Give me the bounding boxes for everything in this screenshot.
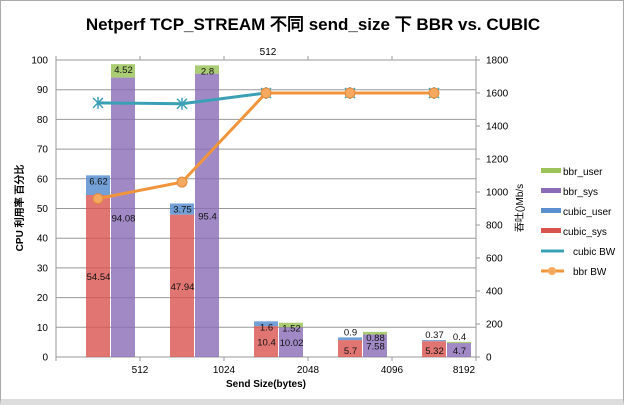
bar-bbr_user: [363, 331, 387, 335]
y-tick-label: 90: [37, 85, 49, 96]
y-axis-label: CPU 利用率 百分比: [13, 165, 26, 252]
bar-cubic_sys: [338, 340, 362, 357]
y-tick-label: 0: [42, 353, 48, 364]
x-tick-label: 4096: [381, 365, 404, 376]
marker-cubic-bw: [92, 96, 104, 109]
legend-swatch: [541, 188, 561, 193]
bar-bbr_sys: [111, 77, 135, 357]
top-axis-label: 512: [260, 47, 277, 58]
data-label-bbr_user: 1.52: [282, 324, 301, 335]
y2-axis-label: 吞吐()Mb/s: [514, 184, 526, 232]
marker-bbr-bw: [92, 193, 104, 205]
bar-bbr_user: [195, 65, 219, 74]
data-label-bbr_user: 4.52: [114, 65, 133, 76]
x-tick-label: 1024: [213, 365, 236, 376]
y2-tick-label: 200: [486, 320, 503, 331]
chart-title: Netperf TCP_STREAM 不同 send_size 下 BBR vs…: [86, 15, 540, 34]
data-label-cubic_sys: 5.32: [425, 346, 444, 357]
legend-label: cubic_user: [563, 207, 612, 218]
bar-bbr_sys: [279, 327, 303, 357]
data-label-cubic_sys: 54.54: [87, 272, 111, 283]
bar-cubic_user: [338, 337, 362, 341]
y2-tick-label: 1000: [486, 188, 509, 199]
marker-bbr-bw: [428, 87, 440, 99]
legend-swatch: [541, 168, 561, 173]
y2-tick-label: 1400: [486, 122, 509, 133]
y-tick-label: 50: [37, 204, 49, 215]
y-tick-label: 40: [37, 234, 49, 245]
data-label-bbr_sys: 4.7: [453, 346, 466, 357]
y2-tick-label: 800: [486, 221, 503, 232]
data-label-bbr_user: 0.88: [366, 333, 385, 344]
bar-cubic_user: [86, 175, 110, 196]
bar-cubic_user: [422, 340, 446, 342]
data-label-cubic_sys: 47.94: [171, 282, 195, 293]
y2-tick-label: 0: [486, 353, 492, 364]
marker-bbr-bw: [260, 87, 272, 99]
legend-swatch: [541, 228, 561, 233]
data-label-bbr_sys: 7.58: [366, 342, 385, 353]
y-tick-label: 30: [37, 263, 49, 274]
bar-cubic_user: [254, 321, 278, 327]
legend-label: bbr BW: [573, 267, 607, 278]
bar-cubic_sys: [422, 341, 446, 357]
bar-bbr_user: [279, 322, 303, 328]
y2-tick-label: 1200: [486, 155, 509, 166]
y-tick-label: 60: [37, 174, 49, 185]
marker-bbr-bw: [344, 87, 356, 99]
data-label-cubic_sys: 5.7: [344, 346, 357, 357]
line-bbr-BW: [97, 91, 434, 201]
data-label-bbr_sys: 95.4: [198, 211, 217, 222]
x-axis-label: Send Size(bytes): [226, 379, 306, 390]
y2-tick-label: 1600: [486, 89, 509, 100]
x-tick-label: 8192: [453, 365, 476, 376]
y-tick-label: 20: [37, 293, 49, 304]
y-tick-label: 80: [37, 115, 49, 126]
bar-cubic_sys: [170, 214, 194, 357]
data-label-bbr_sys: 94.08: [112, 213, 136, 224]
legend-label: bbr_user: [563, 167, 603, 178]
legend-label: cubic_sys: [563, 227, 607, 238]
bar-bbr_user: [111, 64, 135, 78]
legend-swatch: [541, 208, 561, 213]
bar-bbr_user: [447, 341, 471, 344]
legend-marker: [548, 267, 556, 275]
bar-cubic_user: [170, 203, 194, 215]
y-tick-label: 70: [37, 145, 49, 156]
bar-bbr_sys: [363, 334, 387, 357]
y-tick-label: 10: [37, 323, 49, 334]
bar-bbr_sys: [195, 73, 219, 358]
bar-cubic_sys: [254, 326, 278, 357]
y2-tick-label: 400: [486, 287, 503, 298]
marker-cubic-bw: [176, 97, 188, 110]
y2-tick-label: 1800: [486, 56, 509, 67]
data-label-bbr_sys: 10.02: [280, 338, 304, 349]
marker-bbr-bw: [176, 176, 188, 188]
data-label-cubic_user: 1.6: [260, 322, 273, 333]
data-label-bbr_user: 0.4: [453, 332, 466, 343]
y2-tick-label: 600: [486, 254, 503, 265]
data-label-cubic_user: 0.9: [344, 327, 357, 338]
data-label-cubic_user: 6.62: [89, 176, 108, 187]
data-label-cubic_user: 0.37: [425, 330, 444, 341]
data-label-bbr_user: 2.8: [201, 66, 214, 77]
legend-label: bbr_sys: [563, 187, 598, 198]
y-tick-label: 100: [31, 56, 48, 67]
data-label-cubic_sys: 10.4: [257, 338, 276, 349]
data-label-cubic_user: 3.75: [173, 204, 192, 215]
bar-bbr_sys: [447, 343, 471, 357]
bar-cubic_sys: [86, 195, 110, 357]
x-tick-label: 2048: [297, 365, 320, 376]
x-tick-label: 512: [132, 365, 149, 376]
legend-label: cubic BW: [573, 247, 616, 258]
